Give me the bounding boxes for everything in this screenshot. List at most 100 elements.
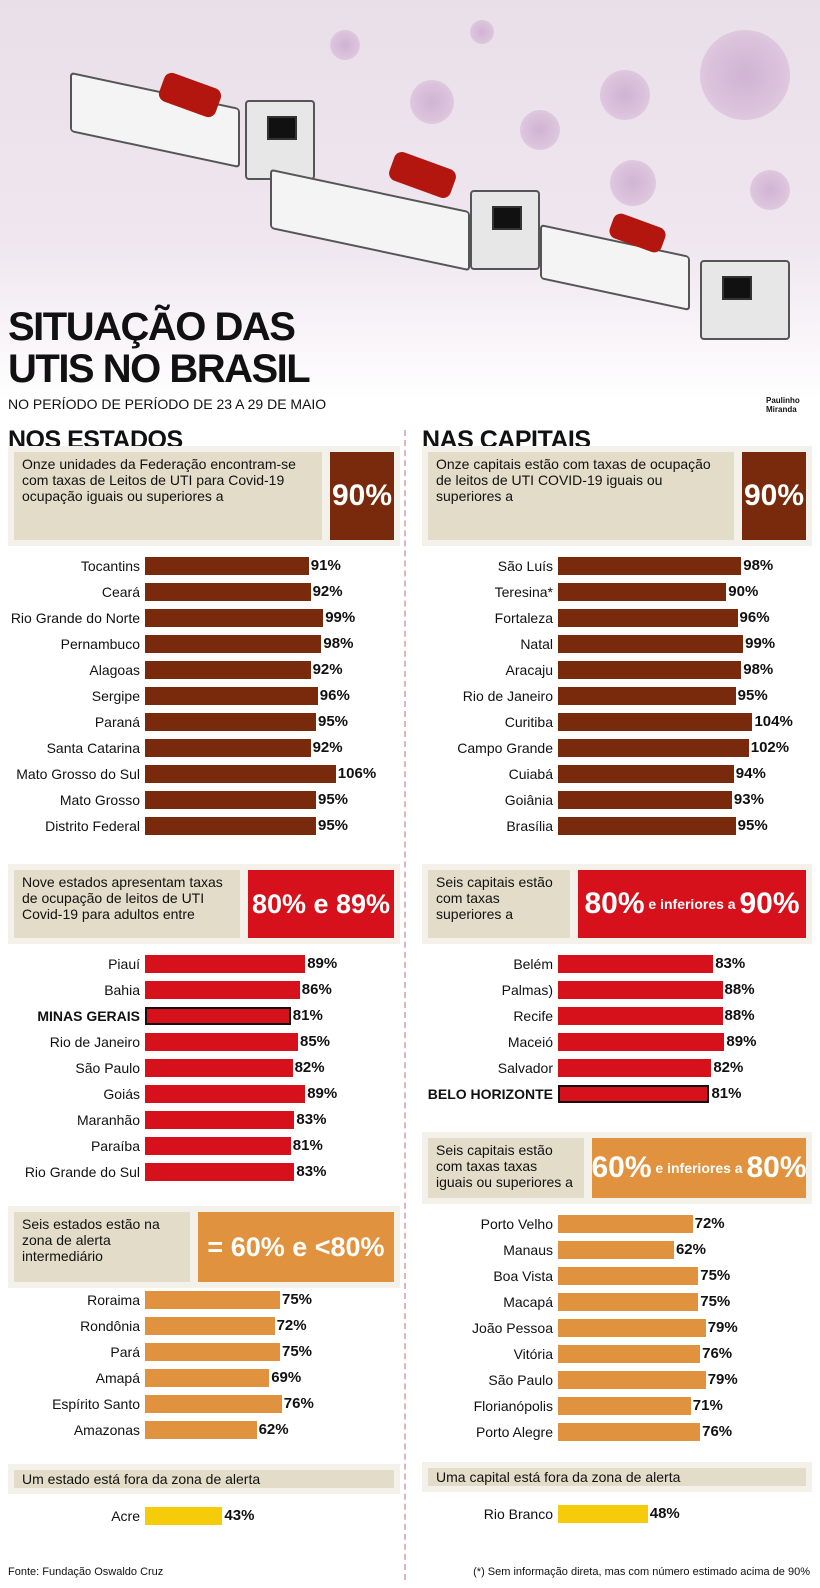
- bar: [558, 739, 749, 757]
- bar-label: Pernambuco: [60, 636, 140, 652]
- bar-value: 76%: [283, 1395, 314, 1412]
- bar: [145, 1111, 295, 1129]
- bar-label: Roraima: [87, 1292, 140, 1308]
- bar-label: Vitória: [513, 1346, 553, 1362]
- bar: [558, 1397, 691, 1415]
- bar: [145, 1507, 223, 1525]
- bar: [558, 557, 742, 575]
- bar-value: 75%: [700, 1267, 731, 1284]
- group-header-box: Uma capital está fora da zona de alerta: [422, 1462, 812, 1492]
- bar-value: 92%: [312, 661, 343, 678]
- bar-value: 75%: [282, 1343, 313, 1360]
- bar-value: 93%: [733, 791, 764, 808]
- bar: [145, 1085, 306, 1103]
- bar-label: Florianópolis: [473, 1398, 553, 1414]
- bar-label: Boa Vista: [493, 1268, 553, 1284]
- group-description: Uma capital está fora da zona de alerta: [428, 1468, 806, 1486]
- group-header-box: Onze capitais estão com taxas de ocupaçã…: [422, 446, 812, 546]
- bar-value: 76%: [702, 1423, 733, 1440]
- bar-value: 98%: [323, 635, 354, 652]
- bar-value: 75%: [700, 1293, 731, 1310]
- bar-value: 86%: [301, 981, 332, 998]
- bar-value: 99%: [325, 609, 356, 626]
- bar: [145, 557, 309, 575]
- bar-value: 88%: [724, 1007, 755, 1024]
- bar-label: São Paulo: [488, 1372, 553, 1388]
- group-threshold: 90%: [742, 452, 806, 540]
- bar: [558, 1293, 699, 1311]
- bar-value: 81%: [711, 1085, 742, 1102]
- bar-value: 69%: [271, 1369, 302, 1386]
- bar-label: São Paulo: [75, 1060, 140, 1076]
- group-description: Seis capitais estão com taxas superiores…: [428, 870, 570, 938]
- bar-label: Espírito Santo: [52, 1396, 140, 1412]
- bar-value: 76%: [702, 1345, 733, 1362]
- bar-label: Natal: [520, 636, 553, 652]
- bar: [558, 955, 714, 973]
- bar-label: Santa Catarina: [46, 740, 140, 756]
- bar-value: 72%: [276, 1317, 307, 1334]
- bar-label: Tocantins: [80, 558, 140, 574]
- bar-label: Distrito Federal: [45, 818, 140, 834]
- group-header-box: Onze unidades da Federação encontram-se …: [8, 446, 400, 546]
- bar-label: São Luís: [497, 558, 553, 574]
- bar: [558, 1059, 712, 1077]
- bar: [145, 1369, 270, 1387]
- bar-label: Sergipe: [91, 688, 140, 704]
- bar: [145, 981, 300, 999]
- bar-value: 85%: [300, 1033, 331, 1050]
- bar-value: 96%: [739, 609, 770, 626]
- bar-label: Amapá: [95, 1370, 140, 1386]
- bar: [558, 1345, 701, 1363]
- bar: [145, 739, 311, 757]
- bar: [558, 609, 738, 627]
- illustration: SITUAÇÃO DAS UTIS NO BRASIL NO PERÍODO DE…: [0, 0, 820, 414]
- bar-label: Maranhão: [76, 1112, 140, 1128]
- bar-label: Rio Branco: [483, 1506, 553, 1522]
- bar-value: 99%: [745, 635, 776, 652]
- group-header-box: Seis capitais estão com taxas superiores…: [422, 864, 812, 944]
- bar-label: Bahia: [104, 982, 140, 998]
- footnote: (*) Sem informação direta, mas com númer…: [473, 1566, 810, 1578]
- source: Fonte: Fundação Oswaldo Cruz: [8, 1566, 164, 1578]
- group-description: Onze capitais estão com taxas de ocupaçã…: [428, 452, 734, 540]
- bar-label: Palmas): [501, 982, 553, 998]
- bar-value: 96%: [319, 687, 350, 704]
- bar-value: 94%: [735, 765, 766, 782]
- group-threshold: = 60% e <80%: [198, 1212, 394, 1282]
- bar-label: Aracaju: [505, 662, 553, 678]
- group-description: Onze unidades da Federação encontram-se …: [14, 452, 322, 540]
- bar-label: Rio Grande do Sul: [24, 1164, 140, 1180]
- bar: [145, 609, 324, 627]
- bar-label: Mato Grosso: [59, 792, 140, 808]
- group-description: Um estado está fora da zona de alerta: [14, 1470, 394, 1488]
- bar-value: 79%: [707, 1371, 738, 1388]
- group-header-box: Nove estados apresentam taxas de ocupaçã…: [8, 864, 400, 944]
- bar-value: 62%: [258, 1421, 289, 1438]
- bar-label: Rio Grande do Norte: [10, 610, 140, 626]
- bar-label: João Pessoa: [472, 1320, 553, 1336]
- credit: Paulinho Miranda: [766, 396, 800, 414]
- bar-value: 91%: [310, 557, 341, 574]
- bar-label: Maceió: [507, 1034, 553, 1050]
- bar: [558, 1319, 706, 1337]
- bar: [558, 817, 736, 835]
- bar-label: Salvador: [497, 1060, 553, 1076]
- bar: [145, 1137, 291, 1155]
- bar: [145, 687, 318, 705]
- group-description: Nove estados apresentam taxas de ocupaçã…: [14, 870, 240, 938]
- bar: [558, 661, 742, 679]
- bar: [145, 1007, 291, 1025]
- bar-value: 82%: [713, 1059, 744, 1076]
- bar-label: Pará: [110, 1344, 140, 1360]
- bar-value: 98%: [743, 661, 774, 678]
- bar-value: 75%: [282, 1291, 313, 1308]
- bar-value: 81%: [292, 1137, 323, 1154]
- bar-label: Campo Grande: [457, 740, 553, 756]
- group-description: Seis estados estão na zona de alerta int…: [14, 1212, 190, 1282]
- bar-label: Belém: [513, 956, 553, 972]
- bar-label: Porto Alegre: [475, 1424, 553, 1440]
- bar-value: 89%: [726, 1033, 757, 1050]
- bar: [558, 583, 727, 601]
- bar-label: Amazonas: [73, 1422, 140, 1438]
